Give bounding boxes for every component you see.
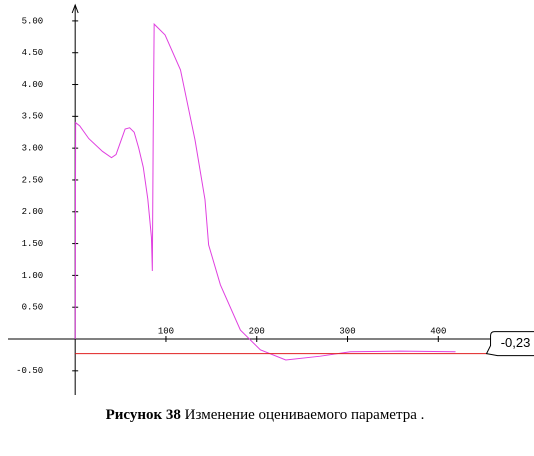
- annotation-text: -0,23: [501, 335, 531, 350]
- caption: Рисунок 38 Изменение оцениваемого параме…: [106, 407, 425, 423]
- y-tick-label: 4.00: [22, 80, 44, 90]
- y-tick-label: -0.50: [16, 366, 43, 376]
- x-tick-label: 400: [430, 326, 446, 336]
- y-tick-label: 3.00: [22, 144, 44, 154]
- y-tick-label: 3.50: [22, 112, 44, 122]
- caption-text: Изменение оцениваемого параметра .: [185, 407, 425, 423]
- annotation-box: [485, 331, 534, 357]
- y-tick-label: 1.50: [22, 239, 44, 249]
- y-tick-label: 4.50: [22, 48, 44, 58]
- x-tick-label: 200: [249, 326, 265, 336]
- x-tick-label: 300: [339, 326, 355, 336]
- y-axis-arrow: [71, 3, 79, 14]
- data-line: [74, 22, 456, 361]
- y-tick-label: 1.00: [22, 271, 44, 281]
- x-tick-label: 100: [158, 326, 174, 336]
- y-tick-label: 5.00: [22, 16, 44, 26]
- y-tick-label: 0.50: [22, 303, 44, 313]
- y-tick-label: 2.00: [22, 207, 44, 217]
- y-tick-label: 2.50: [22, 175, 44, 185]
- caption-label: Рисунок 38: [106, 407, 181, 423]
